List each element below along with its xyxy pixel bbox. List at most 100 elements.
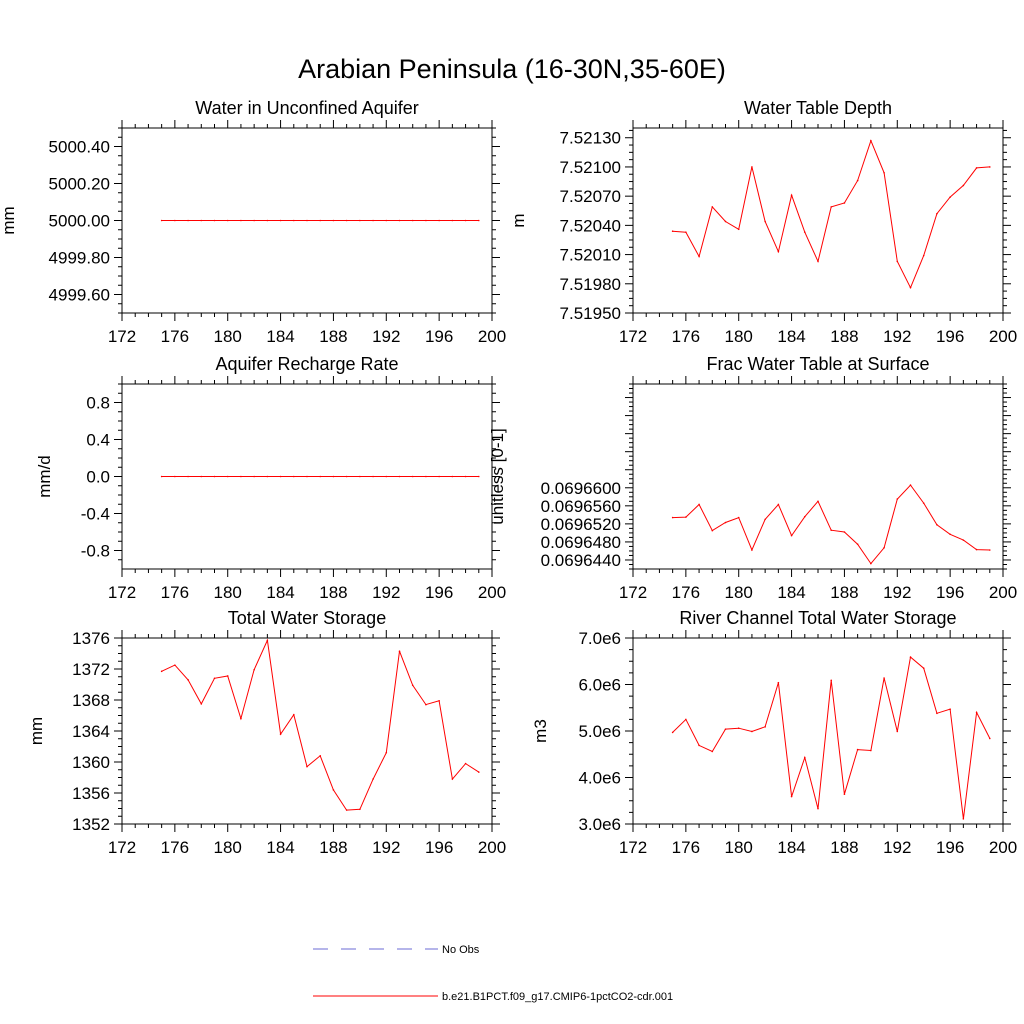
data-point — [332, 475, 335, 478]
data-point — [777, 681, 780, 684]
chart-panel: Total Water Storage mm 172 176 180 184 188 192 1… — [27, 608, 506, 857]
y-tick-label: 1368 — [72, 691, 110, 710]
y-tick-label: 1372 — [72, 660, 110, 679]
data-point — [359, 219, 361, 222]
series-line — [672, 656, 991, 819]
data-point — [477, 475, 480, 478]
y-tick-label: 5000.40 — [49, 138, 110, 157]
data-point — [896, 260, 899, 263]
data-point — [671, 731, 674, 734]
data-point — [988, 549, 991, 551]
y-tick-label: 1356 — [72, 784, 110, 803]
data-point — [372, 778, 374, 780]
series-line — [672, 484, 990, 565]
x-tick-label: 188 — [830, 838, 858, 857]
y-axis-label: m3 — [531, 719, 550, 743]
data-point — [803, 515, 806, 518]
y-tick-label: 5000.00 — [49, 212, 110, 231]
data-point — [292, 219, 295, 222]
y-tick-label: 0.0696520 — [541, 515, 621, 534]
data-point — [438, 699, 440, 702]
data-point — [817, 260, 819, 263]
y-tick-label: 0.0696480 — [541, 533, 621, 552]
data-point — [685, 516, 687, 518]
x-tick-label: 184 — [777, 838, 805, 857]
data-point — [883, 677, 885, 679]
data-point — [200, 219, 203, 222]
data-point — [292, 475, 295, 478]
data-point — [962, 539, 965, 541]
y-tick-label: 7.52070 — [560, 187, 621, 206]
data-point — [332, 789, 335, 791]
legend-label-model-run: b.e21.B1PCT.f09_g17.CMIP6-1pctCO2-cdr.00… — [442, 991, 673, 1003]
panel-title: Total Water Storage — [228, 608, 386, 628]
data-point — [737, 727, 740, 730]
data-point — [438, 219, 440, 222]
y-tick-label: 0.0696560 — [541, 497, 621, 516]
data-point — [266, 219, 269, 222]
data-point — [464, 219, 467, 222]
data-point — [988, 737, 991, 740]
data-point — [922, 667, 925, 670]
chart-panel: River Channel Total Water Storage m3 172 17… — [531, 608, 1017, 857]
y-tick-label: 4999.80 — [49, 249, 110, 268]
data-point — [909, 656, 912, 658]
data-point — [843, 531, 846, 533]
y-tick-label: 7.0e6 — [578, 629, 621, 648]
data-point — [266, 639, 269, 642]
data-point — [724, 728, 727, 730]
y-tick-label: 7.52010 — [560, 246, 621, 265]
data-point — [949, 196, 951, 198]
data-point — [936, 712, 938, 715]
y-tick-label: 7.51950 — [560, 304, 621, 323]
panel-title: Water Table Depth — [744, 98, 892, 118]
data-point — [949, 708, 951, 710]
data-point — [711, 750, 714, 753]
x-tick-label: 200 — [478, 327, 506, 346]
x-tick-label: 192 — [372, 838, 400, 857]
data-point — [385, 219, 388, 222]
data-point — [975, 167, 978, 169]
data-point — [425, 703, 427, 706]
data-point — [922, 254, 925, 257]
x-tick-label: 184 — [266, 583, 294, 602]
data-point — [737, 516, 740, 519]
x-tick-label: 180 — [214, 583, 242, 602]
data-point — [359, 808, 361, 811]
data-point — [737, 228, 740, 231]
x-tick-label: 176 — [672, 838, 700, 857]
data-point — [174, 664, 176, 666]
data-point — [187, 679, 189, 681]
x-tick-label: 196 — [936, 838, 964, 857]
data-point — [870, 139, 872, 142]
plot-frame — [632, 127, 1004, 314]
x-tick-label: 180 — [214, 838, 242, 857]
y-axis-label: unitless [0-1] — [488, 428, 507, 524]
data-point — [240, 219, 242, 222]
y-tick-label: 0.0 — [86, 468, 110, 487]
data-point — [962, 184, 965, 187]
x-tick-label: 176 — [161, 838, 189, 857]
data-point — [213, 219, 216, 222]
x-tick-label: 188 — [319, 838, 347, 857]
data-point — [936, 212, 938, 215]
data-point — [438, 475, 440, 478]
data-point — [883, 546, 885, 549]
data-point — [253, 475, 255, 478]
plot-frame — [121, 637, 493, 825]
data-point — [253, 668, 255, 671]
y-tick-label: 5.0e6 — [578, 722, 621, 741]
y-tick-label: 0.4 — [86, 431, 110, 450]
x-tick-label: 184 — [266, 838, 294, 857]
data-point — [856, 179, 859, 182]
x-tick-label: 172 — [108, 583, 136, 602]
data-point — [764, 518, 766, 521]
data-point — [411, 475, 414, 478]
data-point — [909, 484, 912, 486]
data-point — [790, 534, 793, 537]
data-point — [174, 219, 176, 222]
x-tick-label: 180 — [214, 327, 242, 346]
y-tick-label: 0.8 — [86, 394, 110, 413]
data-point — [698, 503, 700, 506]
x-tick-label: 192 — [883, 583, 911, 602]
